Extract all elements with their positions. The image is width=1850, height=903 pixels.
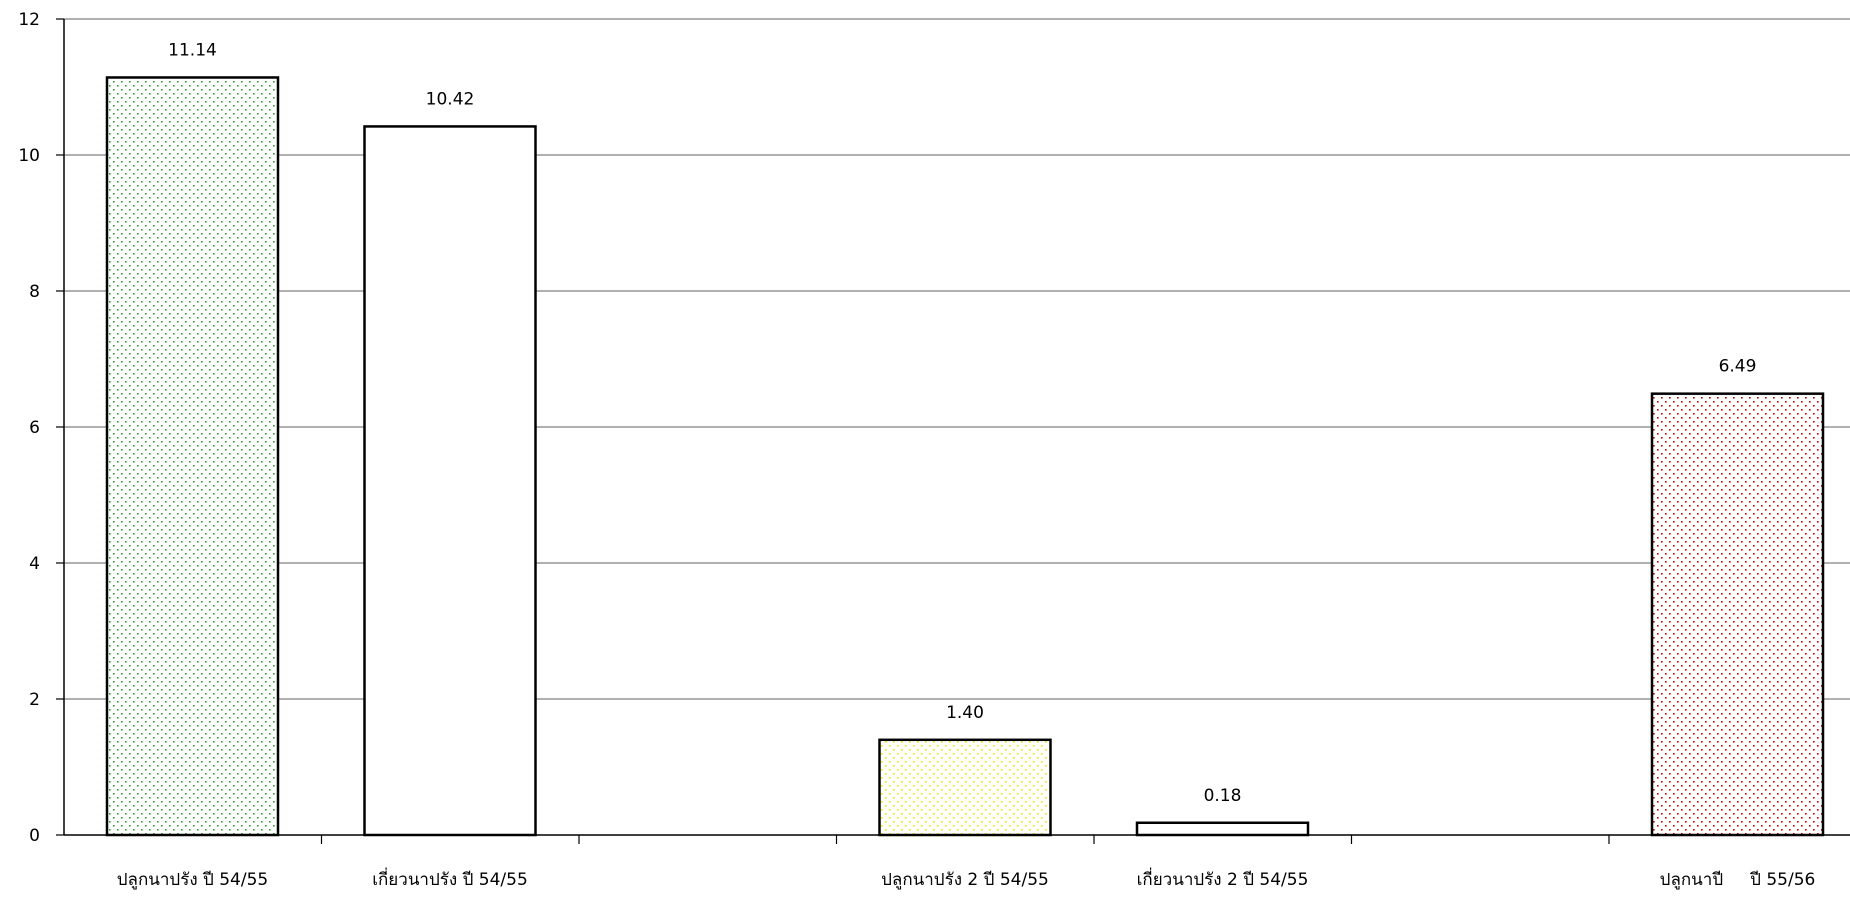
bar	[1650, 392, 1825, 837]
y-tick-label: 4	[29, 554, 40, 574]
value-label: 10.42	[426, 89, 475, 109]
x-category-label: ปลูกนาปี ปี 55/56	[1660, 870, 1816, 890]
x-category-label: ปลูกนาปรัง 2 ปี 54/55	[881, 870, 1049, 890]
bars	[105, 76, 1825, 837]
value-label: 1.40	[946, 703, 984, 723]
value-label-bg	[1707, 355, 1768, 378]
x-category-label: เกี่ยวนาปรัง 2 ปี 54/55	[1137, 867, 1309, 890]
value-label: 6.49	[1719, 357, 1757, 377]
x-category-label: ปลูกนาปรัง ปี 54/55	[117, 870, 268, 890]
value-label-bg	[162, 39, 223, 62]
y-tick-label: 2	[29, 690, 40, 710]
value-label-bg	[420, 88, 480, 111]
value-label: 11.14	[168, 40, 217, 60]
bar	[878, 738, 1052, 837]
value-label: 0.18	[1204, 786, 1242, 806]
y-tick-label: 6	[29, 418, 40, 438]
bar	[363, 125, 537, 837]
x-category-label: เกี่ยวนาปรัง ปี 54/55	[372, 867, 528, 890]
gridlines	[64, 18, 1850, 700]
value-label-bg	[935, 701, 995, 724]
y-tick-label: 10	[18, 146, 40, 166]
labels: 0 2 4 6 8 10 12 11.14 ปลูกนาปรัง ปี 54/55 10.42 เก…	[18, 10, 1815, 890]
y-tick-label: 0	[29, 826, 40, 846]
bar	[105, 76, 280, 837]
y-tick-label: 8	[29, 282, 40, 302]
y-tick-label: 12	[18, 10, 40, 30]
value-label-bg	[1192, 784, 1253, 807]
bar	[1135, 821, 1310, 837]
